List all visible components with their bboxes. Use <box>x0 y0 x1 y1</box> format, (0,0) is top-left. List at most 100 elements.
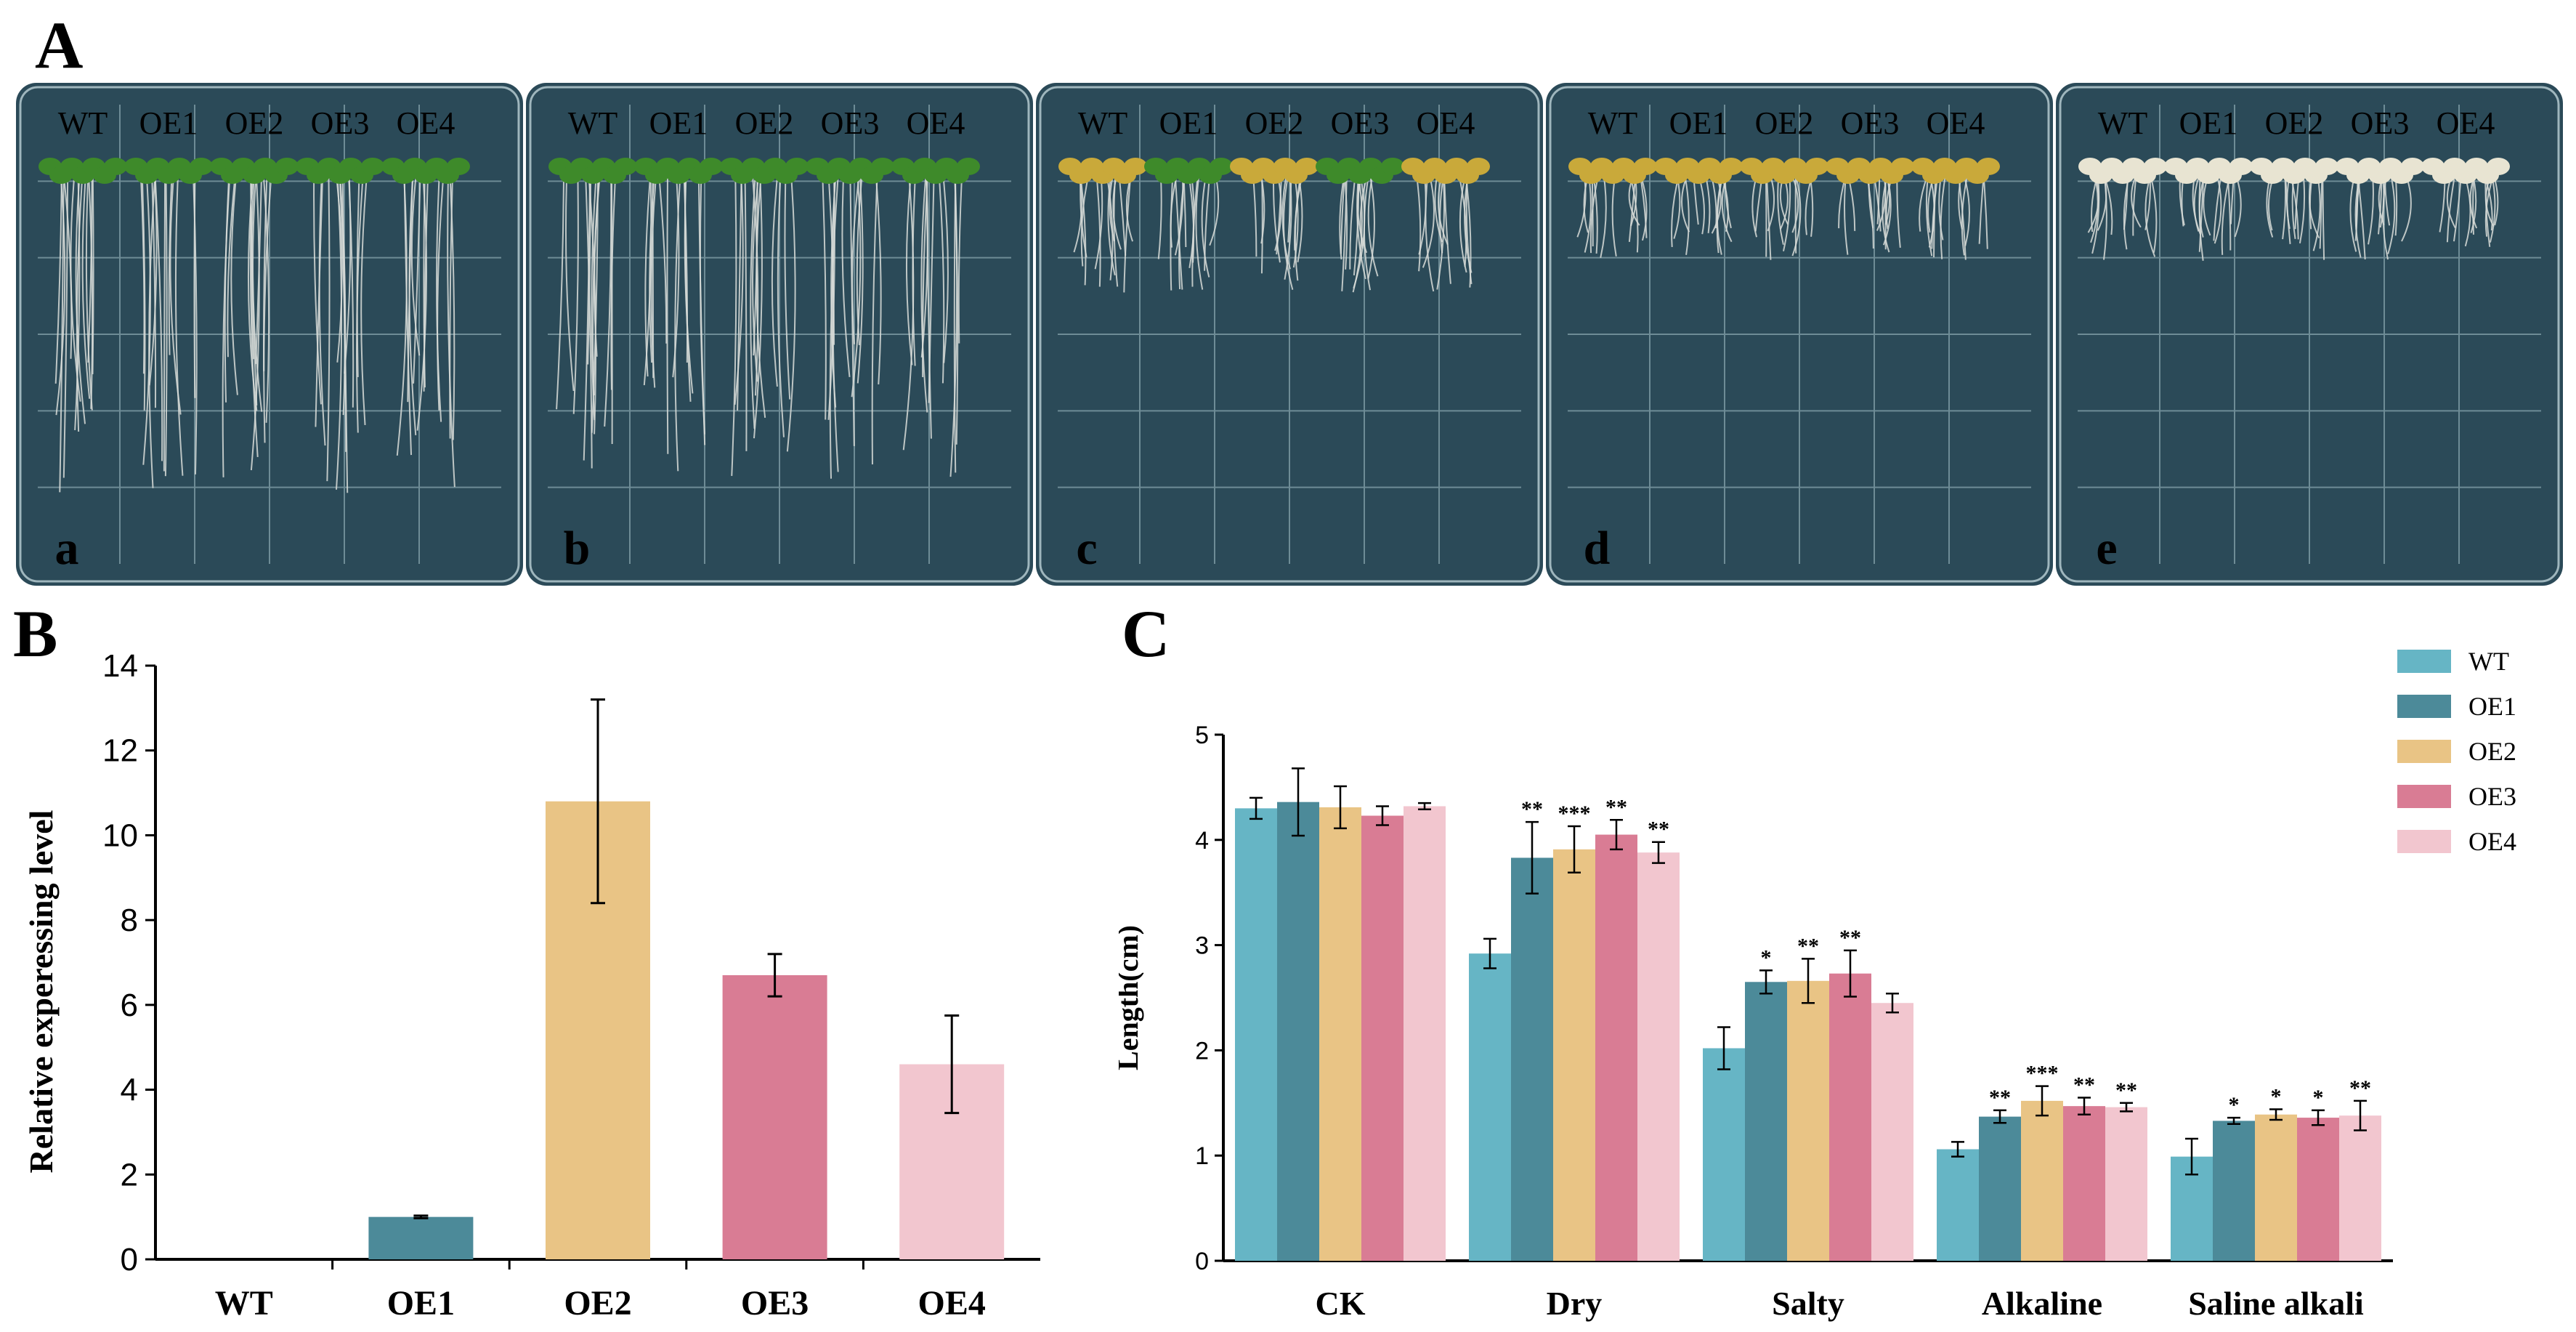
seedling-leaf <box>1210 158 1233 175</box>
root <box>252 177 263 412</box>
root <box>1681 177 1690 233</box>
root <box>1201 177 1210 278</box>
plate-d: WT OE1 OE2 OE3 OE4 d <box>1546 83 2053 586</box>
root <box>1896 177 1901 249</box>
bar-wt <box>1703 1048 1745 1261</box>
root <box>658 177 668 344</box>
seedling-leaf <box>1467 158 1490 175</box>
root <box>731 177 737 476</box>
root <box>1589 177 1599 254</box>
root <box>423 177 429 392</box>
root <box>413 177 421 384</box>
root <box>928 177 935 403</box>
genotype-label: WT <box>1078 105 1128 141</box>
bar-oe4 <box>2339 1115 2381 1261</box>
root <box>1095 177 1101 287</box>
legend-label: OE4 <box>2468 827 2516 856</box>
x-tick-label: OE1 <box>387 1284 455 1323</box>
x-tick-label: CK <box>1316 1285 1366 1322</box>
root <box>1273 177 1281 263</box>
legend-swatch-oe3 <box>2397 785 2451 808</box>
root <box>1340 177 1345 254</box>
root <box>591 177 599 433</box>
root <box>2401 177 2412 242</box>
bar-oe2 <box>1319 807 1361 1261</box>
y-tick-label: 1 <box>1195 1142 1209 1170</box>
legend-label: OE3 <box>2468 782 2516 811</box>
bar-oe3 <box>722 975 827 1259</box>
root <box>2198 177 2205 238</box>
root <box>2198 177 2205 252</box>
seedling-leaf <box>957 158 980 175</box>
root <box>1436 177 1446 290</box>
root <box>59 177 65 493</box>
root <box>436 177 442 422</box>
root <box>938 177 945 384</box>
bar-oe1 <box>368 1216 474 1259</box>
y-tick-label: 2 <box>1195 1037 1209 1065</box>
root <box>163 177 166 472</box>
root <box>1716 177 1723 254</box>
seedling-leaf <box>785 158 809 175</box>
root <box>684 177 692 402</box>
genotype-label: OE2 <box>2265 105 2324 141</box>
root <box>2131 177 2142 228</box>
root <box>1464 177 1473 273</box>
genotype-label: WT <box>2098 105 2148 141</box>
root <box>610 177 617 390</box>
root <box>142 177 151 465</box>
root <box>169 177 182 415</box>
plate-rim <box>1039 86 1540 583</box>
bar-oe1 <box>1745 982 1787 1261</box>
root <box>750 177 756 429</box>
bar-wt <box>1469 953 1511 1261</box>
significance-marker: ** <box>2073 1073 2095 1097</box>
root <box>1940 177 1946 259</box>
genotype-label: OE4 <box>1927 105 1985 141</box>
legend-swatch-oe2 <box>2397 740 2451 763</box>
significance-marker: * <box>2313 1086 2324 1110</box>
bar-oe4 <box>1637 852 1680 1261</box>
root <box>447 177 455 488</box>
root <box>1684 177 1690 255</box>
plate-rim <box>1549 86 2050 583</box>
root <box>1363 177 1372 291</box>
x-tick-label: OE3 <box>741 1284 809 1323</box>
y-tick-label: 12 <box>102 733 138 769</box>
root <box>1344 177 1348 270</box>
root <box>2193 177 2200 232</box>
root <box>666 177 669 454</box>
root <box>1170 177 1174 291</box>
significance-marker: *** <box>2026 1062 2059 1086</box>
root <box>1438 177 1449 246</box>
root <box>1982 177 1988 249</box>
root <box>920 177 928 358</box>
seedling-leaf <box>1124 158 1147 175</box>
root <box>344 177 352 374</box>
root <box>355 177 364 433</box>
root <box>777 177 785 437</box>
bar-oe4 <box>1871 1003 1913 1261</box>
genotype-label: OE4 <box>1417 105 1475 141</box>
x-tick-label: Saline alkali <box>2188 1285 2364 1322</box>
seedling-leaf <box>1977 158 2000 175</box>
root <box>875 177 882 384</box>
plate-rim <box>19 86 520 583</box>
root <box>2354 177 2362 258</box>
root <box>1367 177 1375 279</box>
y-tick-label: 5 <box>1195 722 1209 749</box>
legend-label: OE2 <box>2468 737 2516 766</box>
seedling-leaf <box>2144 158 2167 175</box>
root <box>699 177 706 435</box>
significance-marker: ** <box>1839 926 1861 950</box>
genotype-label: OE3 <box>311 105 370 141</box>
significance-marker: *** <box>1558 802 1591 826</box>
root <box>1592 177 1598 254</box>
genotype-label: OE2 <box>1755 105 1814 141</box>
root <box>1443 177 1451 284</box>
root <box>76 177 84 432</box>
root <box>416 177 428 431</box>
seedling-leaf <box>275 158 299 175</box>
root <box>1367 177 1379 277</box>
